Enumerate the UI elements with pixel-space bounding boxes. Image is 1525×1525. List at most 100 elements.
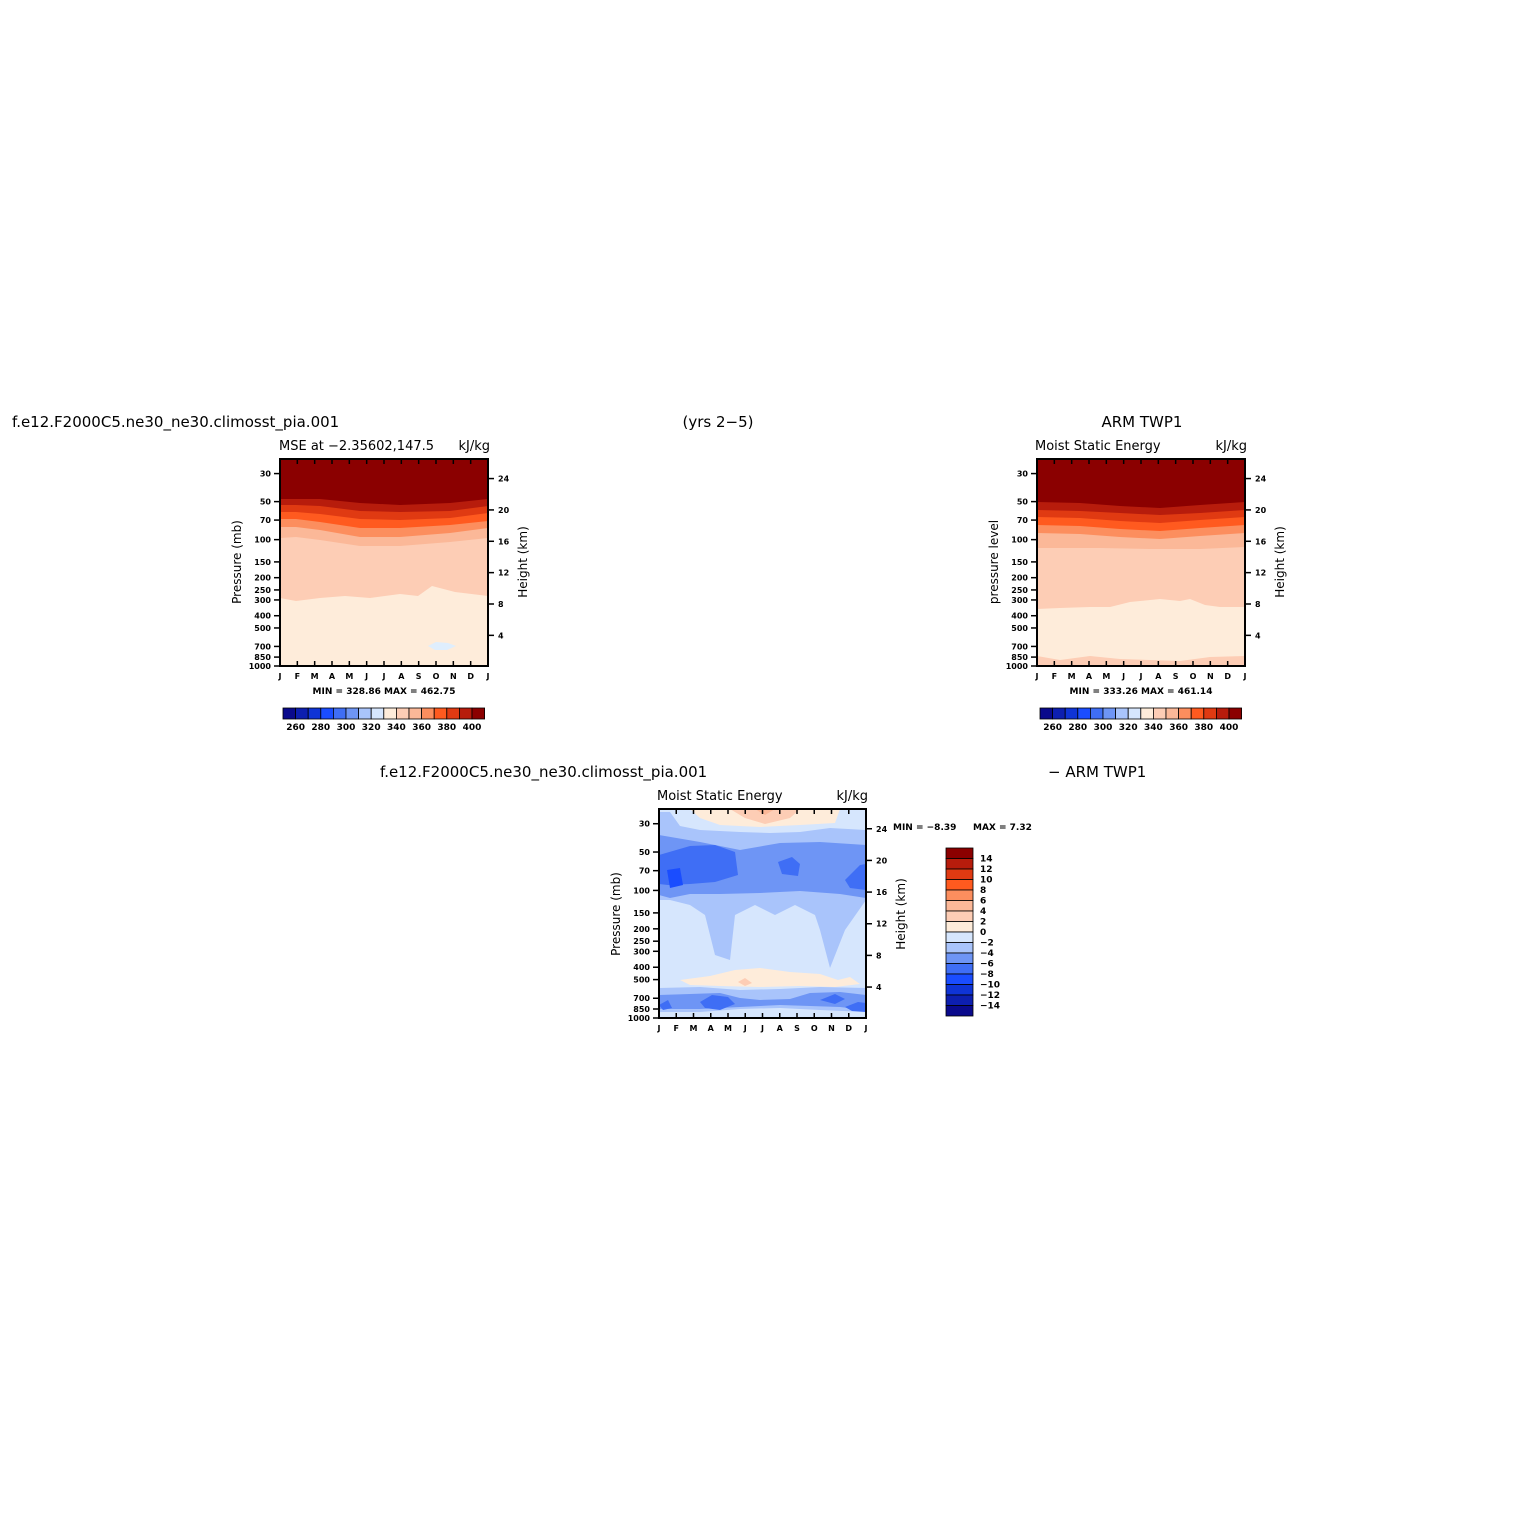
colorbar-label: 260 xyxy=(286,723,305,733)
diff-region-neg6-neg8-b xyxy=(778,857,800,876)
colorbar-swatch xyxy=(1190,707,1205,720)
p-tick-label: 400 xyxy=(633,963,650,972)
p-tick-label: 850 xyxy=(254,653,271,662)
colorbar-label: 14 xyxy=(980,855,993,865)
colorbar-label: −8 xyxy=(980,970,994,980)
colorbar-label: 300 xyxy=(337,723,356,733)
panel-diff-y2label: Height (km) xyxy=(894,878,908,949)
obs-region-above-400 xyxy=(1037,459,1245,508)
colorbar-label: 340 xyxy=(387,723,406,733)
h-tick-label: 16 xyxy=(876,888,888,897)
figure-title-right: ARM TWP1 xyxy=(1102,413,1183,431)
p-tick-label: 300 xyxy=(1011,596,1028,605)
colorbar-swatch xyxy=(383,707,397,720)
colorbar-swatch xyxy=(282,707,297,720)
x-tick-label: D xyxy=(467,672,474,681)
colorbar-label: 380 xyxy=(437,723,456,733)
colorbar-label: 300 xyxy=(1094,723,1113,733)
colorbar-swatch xyxy=(1153,707,1167,720)
panel-model-contours xyxy=(280,459,488,666)
h-tick-label: 16 xyxy=(498,537,510,546)
panel-obs-contours xyxy=(1037,459,1245,666)
colorbar-swatch xyxy=(945,889,974,901)
colorbar-label: 12 xyxy=(980,865,993,875)
colorbar-swatch xyxy=(945,942,974,954)
p-tick-label: 1000 xyxy=(1006,662,1029,671)
colorbar-swatch xyxy=(332,707,347,720)
colorbar-swatch xyxy=(1064,707,1079,720)
h-tick-label: 20 xyxy=(498,506,510,515)
colorbar-swatch xyxy=(1052,707,1066,720)
x-tick-label: J xyxy=(1139,672,1143,681)
panel-model-subtitle: MSE at −2.35602,147.5 xyxy=(279,439,434,454)
colorbar-swatch xyxy=(945,921,974,933)
p-tick-label: 850 xyxy=(633,1005,650,1014)
figure-title-left: f.e12.F2000C5.ne30_ne30.climosst_pia.001 xyxy=(12,413,339,432)
colorbar-label: 4 xyxy=(980,907,986,917)
diff-region-mid-0-2 xyxy=(680,968,860,987)
panel-diff: Moist Static Energy kJ/kg xyxy=(609,789,1032,1033)
panel-obs-axes: J F M A M J J A S O N D J305070100150200250300400500… xyxy=(1006,459,1267,681)
colorbar-label: 320 xyxy=(362,723,381,733)
x-tick-label: M xyxy=(311,672,319,681)
x-tick-label: A xyxy=(1086,672,1093,681)
colorbar-label: 380 xyxy=(1194,723,1213,733)
p-tick-label: 50 xyxy=(1017,498,1029,507)
p-tick-label: 50 xyxy=(260,498,272,507)
p-tick-label: 700 xyxy=(633,994,650,1003)
colorbar-label: 8 xyxy=(980,886,986,896)
colorbar-swatch xyxy=(345,707,360,720)
colorbar-swatch xyxy=(471,707,486,720)
diff-region-low-neg6-neg8-a xyxy=(700,995,735,1010)
colorbar-swatch xyxy=(433,707,448,720)
h-tick-label: 4 xyxy=(1255,631,1261,640)
colorbar-label: 2 xyxy=(980,918,986,928)
x-tick-label: J xyxy=(486,672,490,681)
panel-obs-colorbar: 260 280 300 320 340 360 380 400 xyxy=(1039,707,1243,733)
x-tick-label: J xyxy=(382,672,386,681)
p-tick-label: 100 xyxy=(633,886,650,895)
colorbar-swatch xyxy=(945,858,974,870)
p-tick-label: 500 xyxy=(1011,624,1028,633)
h-tick-label: 24 xyxy=(498,475,510,484)
colorbar-label: 260 xyxy=(1043,723,1062,733)
p-tick-label: 1000 xyxy=(249,662,272,671)
colorbar-swatch xyxy=(945,963,974,975)
p-tick-label: 100 xyxy=(1011,536,1028,545)
colorbar-swatch xyxy=(1178,707,1192,720)
panel-model-units: kJ/kg xyxy=(458,439,490,454)
p-tick-label: 700 xyxy=(254,642,271,651)
colorbar-label: 360 xyxy=(1169,723,1188,733)
colorbar-swatch xyxy=(320,707,334,720)
colorbar-swatch xyxy=(945,984,974,996)
colorbar-label: 320 xyxy=(1119,723,1138,733)
x-tick-label: M xyxy=(1068,672,1076,681)
colorbar-swatch xyxy=(1140,707,1154,720)
panel-diff-axes: J F M A M J J A S O N D J305070100150200250300400500… xyxy=(628,809,888,1033)
p-tick-label: 300 xyxy=(633,947,650,956)
figure-title-bottom-left: f.e12.F2000C5.ne30_ne30.climosst_pia.001 xyxy=(380,763,707,782)
panel-diff-stats-max: MAX = 7.32 xyxy=(973,823,1032,833)
panel-model-ylabel: Pressure (mb) xyxy=(230,520,244,604)
colorbar-swatch xyxy=(1216,707,1230,720)
panel-diff-units: kJ/kg xyxy=(836,789,868,804)
h-tick-label: 24 xyxy=(876,825,888,834)
panel-diff-contours xyxy=(659,809,866,1018)
x-tick-label: J xyxy=(1035,672,1039,681)
colorbar-label: −4 xyxy=(980,949,994,959)
x-tick-label: J xyxy=(278,672,282,681)
x-tick-label: J xyxy=(743,1024,747,1033)
x-tick-label: F xyxy=(674,1024,679,1033)
p-tick-label: 200 xyxy=(254,574,271,583)
x-tick-label: O xyxy=(811,1024,818,1033)
colorbar-swatch xyxy=(1090,707,1104,720)
p-tick-label: 200 xyxy=(633,925,650,934)
colorbar-swatch xyxy=(1228,707,1243,720)
p-tick-label: 250 xyxy=(1011,586,1028,595)
colorbar-swatch xyxy=(945,879,974,891)
colorbar-swatch xyxy=(421,707,435,720)
colorbar-label: 400 xyxy=(463,723,482,733)
colorbar-label: 360 xyxy=(412,723,431,733)
h-tick-label: 24 xyxy=(1255,475,1267,484)
colorbar-swatch xyxy=(1165,707,1180,720)
